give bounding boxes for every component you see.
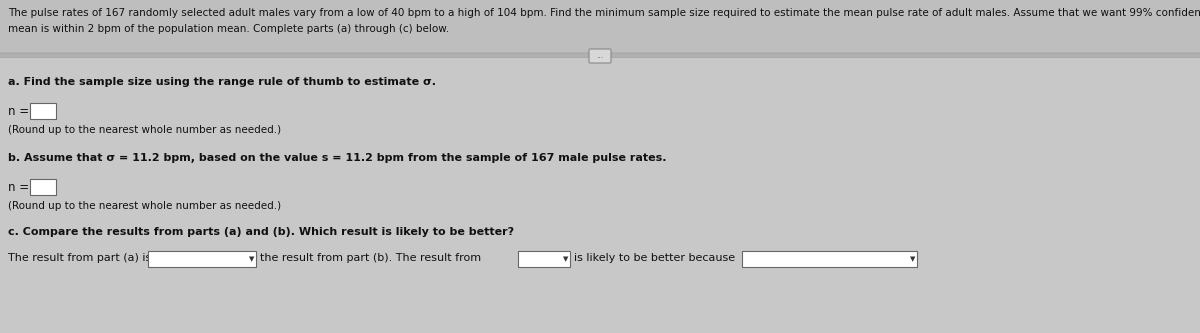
Text: n =: n = xyxy=(8,105,29,118)
Bar xyxy=(0,58,1200,333)
Bar xyxy=(148,251,256,267)
Text: n =: n = xyxy=(8,181,29,194)
Text: ▼: ▼ xyxy=(563,256,569,262)
FancyBboxPatch shape xyxy=(589,49,611,63)
Bar xyxy=(518,251,570,267)
Text: ▼: ▼ xyxy=(911,256,916,262)
Bar xyxy=(30,103,56,119)
Text: The pulse rates of 167 randomly selected adult males vary from a low of 40 bpm t: The pulse rates of 167 randomly selected… xyxy=(8,8,1200,18)
Bar xyxy=(30,179,56,195)
Text: The result from part (a) is: The result from part (a) is xyxy=(8,253,151,263)
Text: is likely to be better because: is likely to be better because xyxy=(574,253,736,263)
Bar xyxy=(0,52,1200,58)
Text: (Round up to the nearest whole number as needed.): (Round up to the nearest whole number as… xyxy=(8,125,281,135)
Bar xyxy=(0,0,1200,55)
Text: a. Find the sample size using the range rule of thumb to estimate σ.: a. Find the sample size using the range … xyxy=(8,77,436,87)
Text: b. Assume that σ = 11.2 bpm, based on the value s = 11.2 bpm from the sample of : b. Assume that σ = 11.2 bpm, based on th… xyxy=(8,153,666,163)
Bar xyxy=(742,251,917,267)
Text: c. Compare the results from parts (a) and (b). Which result is likely to be bett: c. Compare the results from parts (a) an… xyxy=(8,227,514,237)
Text: mean is within 2 bpm of the population mean. Complete parts (a) through (c) belo: mean is within 2 bpm of the population m… xyxy=(8,24,449,34)
Text: the result from part (b). The result from: the result from part (b). The result fro… xyxy=(260,253,481,263)
Text: (Round up to the nearest whole number as needed.): (Round up to the nearest whole number as… xyxy=(8,201,281,211)
Text: ...: ... xyxy=(596,52,604,61)
Text: ▼: ▼ xyxy=(250,256,254,262)
